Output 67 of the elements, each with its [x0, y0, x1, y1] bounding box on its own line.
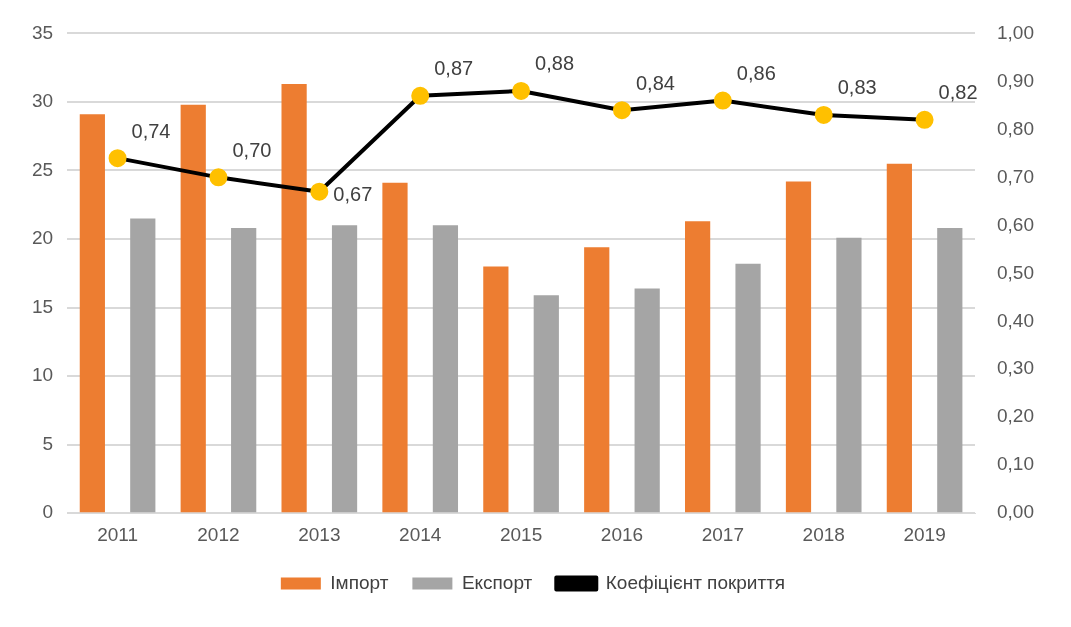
point — [713, 91, 732, 110]
point — [209, 168, 228, 187]
bar — [331, 225, 358, 513]
bar — [533, 295, 559, 513]
point — [915, 110, 934, 129]
bar — [685, 221, 711, 513]
bar — [382, 182, 408, 513]
y2-tick-label: 0,50 — [997, 261, 1034, 283]
y2-tick-label: 0,60 — [997, 213, 1034, 235]
bar — [483, 266, 509, 513]
x-tick-label: 2013 — [298, 523, 341, 545]
y2-tick-label: 1,00 — [997, 21, 1034, 43]
legend-label: Коефіцієнт покриття — [605, 571, 786, 593]
x-tick-label: 2015 — [499, 523, 543, 545]
y-tick-label: 30 — [31, 90, 54, 112]
bar — [886, 163, 912, 513]
data-label: 0,87 — [434, 57, 474, 80]
point — [411, 86, 430, 105]
data-label: 0,74 — [131, 119, 171, 142]
y-tick-label: 10 — [31, 364, 54, 386]
y-tick-label: 5 — [42, 432, 54, 454]
data-label: 0,70 — [232, 138, 272, 161]
data-label: 0,82 — [938, 81, 978, 104]
x-tick-label: 2018 — [802, 523, 845, 545]
data-label: 0,83 — [837, 76, 877, 99]
point — [612, 101, 631, 120]
bar — [79, 114, 105, 513]
y2-tick-label: 0,10 — [997, 453, 1034, 475]
x-tick-label: 2012 — [197, 523, 240, 545]
data-label: 0,86 — [736, 62, 776, 85]
data-label: 0,84 — [635, 71, 675, 94]
bar — [432, 225, 459, 513]
y-tick-label: 25 — [31, 158, 54, 180]
bar — [937, 228, 963, 513]
bar — [735, 263, 761, 513]
bar — [130, 218, 156, 513]
bar — [584, 247, 610, 513]
bar — [634, 288, 660, 513]
y2-tick-label: 0,00 — [997, 501, 1034, 523]
x-tick-label: 2017 — [701, 523, 744, 545]
legend-label: Експорт — [461, 571, 533, 593]
x-tick-label: 2011 — [97, 523, 138, 545]
x-tick-label: 2016 — [600, 523, 644, 545]
y-tick-label: 35 — [31, 21, 54, 43]
y2-tick-label: 0,20 — [997, 405, 1034, 427]
data-label: 0,67 — [333, 183, 373, 206]
point — [814, 105, 833, 124]
data-label: 0,88 — [535, 52, 575, 75]
bar — [281, 84, 307, 513]
y2-tick-label: 0,80 — [997, 117, 1034, 139]
y2-tick-label: 0,90 — [997, 69, 1034, 91]
x-tick-label: 2019 — [903, 523, 946, 545]
bar — [180, 104, 206, 513]
y-tick-label: 15 — [31, 295, 54, 317]
bar — [785, 181, 812, 513]
legend-label: Імпорт — [330, 571, 389, 593]
point — [108, 149, 127, 168]
y2-tick-label: 0,70 — [997, 165, 1034, 187]
x-tick-label: 2014 — [399, 523, 442, 545]
point — [512, 81, 531, 100]
bar — [231, 228, 257, 513]
y-tick-label: 20 — [31, 227, 54, 249]
y2-tick-label: 0,40 — [997, 309, 1034, 331]
y2-tick-label: 0,30 — [997, 357, 1034, 379]
y-tick-label: 0 — [42, 501, 54, 523]
bar — [836, 237, 862, 513]
point — [310, 182, 329, 201]
